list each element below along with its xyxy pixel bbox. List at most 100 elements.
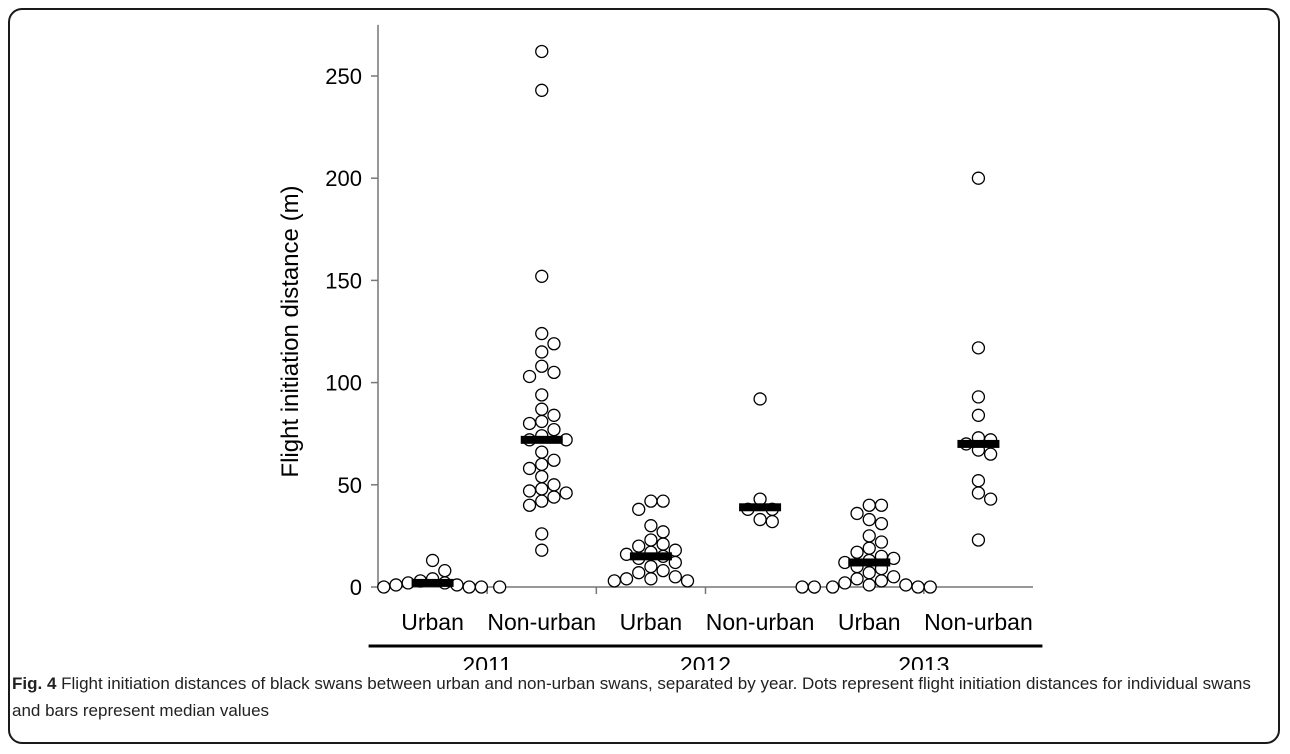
data-point — [644, 494, 658, 508]
data-point — [862, 529, 876, 543]
data-point — [656, 525, 670, 539]
data-point — [644, 533, 658, 547]
data-point — [535, 457, 549, 472]
data-point — [862, 541, 876, 555]
data-point — [535, 44, 549, 59]
median-bar — [739, 503, 782, 512]
figure-caption: Fig. 4 Flight initiation distances of bl… — [12, 670, 1274, 724]
data-point — [522, 498, 537, 512]
data-point — [535, 83, 549, 97]
data-point — [680, 574, 695, 588]
data-point — [644, 572, 658, 586]
category-label: Urban — [838, 609, 901, 635]
data-point — [535, 345, 549, 359]
data-point — [493, 580, 507, 594]
data-point — [425, 553, 440, 568]
data-point — [862, 512, 876, 527]
data-point — [753, 512, 767, 527]
data-point — [522, 484, 537, 498]
data-point — [887, 551, 901, 566]
data-point — [983, 492, 998, 506]
category-label: Non-urban — [487, 609, 596, 635]
data-point — [971, 171, 986, 185]
data-point — [656, 563, 670, 578]
data-point — [668, 570, 682, 584]
data-point — [753, 392, 767, 406]
category-label: Urban — [620, 609, 683, 635]
data-point — [644, 559, 658, 574]
y-axis-title: Flight initiation distance (m) — [277, 185, 304, 477]
data-point — [644, 519, 658, 533]
data-point — [971, 486, 986, 500]
data-point — [850, 506, 864, 521]
data-point — [547, 453, 561, 467]
data-point — [522, 461, 537, 476]
data-point — [656, 494, 670, 508]
data-point — [850, 572, 864, 586]
data-point — [607, 574, 621, 588]
data-point — [807, 580, 821, 594]
data-point — [535, 543, 549, 557]
data-point — [874, 498, 889, 512]
data-point — [547, 365, 561, 380]
data-point — [462, 580, 476, 594]
data-point — [535, 402, 549, 416]
chart: 0 50 100 150 200 250 Flight initiation distanc… — [277, 24, 1043, 670]
data-point — [559, 486, 573, 500]
y-tick-label: 150 — [325, 268, 362, 293]
data-point — [535, 445, 549, 459]
data-point — [862, 566, 876, 580]
y-tick-label: 250 — [325, 64, 362, 89]
data-point — [887, 570, 901, 584]
data-point — [535, 469, 549, 484]
data-point — [547, 422, 561, 437]
data-point — [474, 580, 489, 594]
data-point — [438, 563, 452, 578]
y-tick-label: 0 — [350, 575, 362, 600]
data-point — [765, 514, 779, 529]
data-point — [899, 578, 913, 592]
data-point — [838, 576, 852, 590]
category-label: Non-urban — [706, 609, 815, 635]
y-tick-label: 50 — [338, 473, 362, 498]
data-point — [535, 494, 549, 508]
data-point — [923, 580, 937, 594]
data-point — [535, 359, 549, 373]
data-point — [795, 580, 809, 594]
data-point — [850, 545, 864, 559]
data-point — [522, 369, 537, 384]
data-point — [971, 408, 986, 422]
group-label: 2012 — [680, 652, 731, 670]
data-point — [389, 578, 403, 592]
caption-label: Fig. 4 — [12, 674, 57, 693]
category-label: Urban — [401, 609, 464, 635]
data-point — [535, 326, 549, 341]
data-point — [874, 574, 889, 588]
group-label: 2011 — [462, 652, 511, 670]
data-point — [547, 408, 561, 422]
data-point — [522, 416, 537, 431]
data-point — [971, 474, 986, 488]
data-point — [535, 388, 549, 402]
data-point — [547, 490, 561, 504]
median-bar — [411, 578, 454, 587]
data-point — [656, 537, 670, 551]
data-point — [535, 527, 549, 541]
data-point — [971, 533, 986, 547]
median-bar — [848, 558, 891, 567]
median-bar — [629, 552, 672, 561]
data-point — [826, 580, 840, 594]
data-point — [862, 578, 876, 592]
data-point — [535, 482, 549, 496]
data-point — [862, 498, 876, 512]
median-bar — [957, 439, 1000, 448]
data-point — [632, 539, 646, 553]
data-point — [632, 566, 646, 580]
data-point — [911, 580, 925, 594]
data-point — [619, 572, 634, 586]
data-point — [535, 269, 549, 283]
data-point — [535, 414, 549, 429]
y-tick-label: 100 — [325, 371, 362, 396]
data-point — [874, 535, 889, 549]
caption-text: Flight initiation distances of black swa… — [12, 674, 1251, 720]
